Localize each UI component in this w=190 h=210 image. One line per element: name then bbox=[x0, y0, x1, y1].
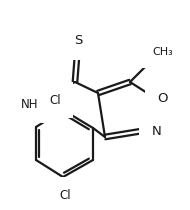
Text: Cl: Cl bbox=[49, 93, 61, 106]
Text: N: N bbox=[152, 125, 162, 138]
Text: CH₃: CH₃ bbox=[152, 47, 173, 57]
Text: O: O bbox=[158, 92, 168, 105]
Text: NH₂: NH₂ bbox=[21, 98, 43, 111]
Text: S: S bbox=[74, 34, 82, 46]
Text: Cl: Cl bbox=[59, 189, 70, 202]
